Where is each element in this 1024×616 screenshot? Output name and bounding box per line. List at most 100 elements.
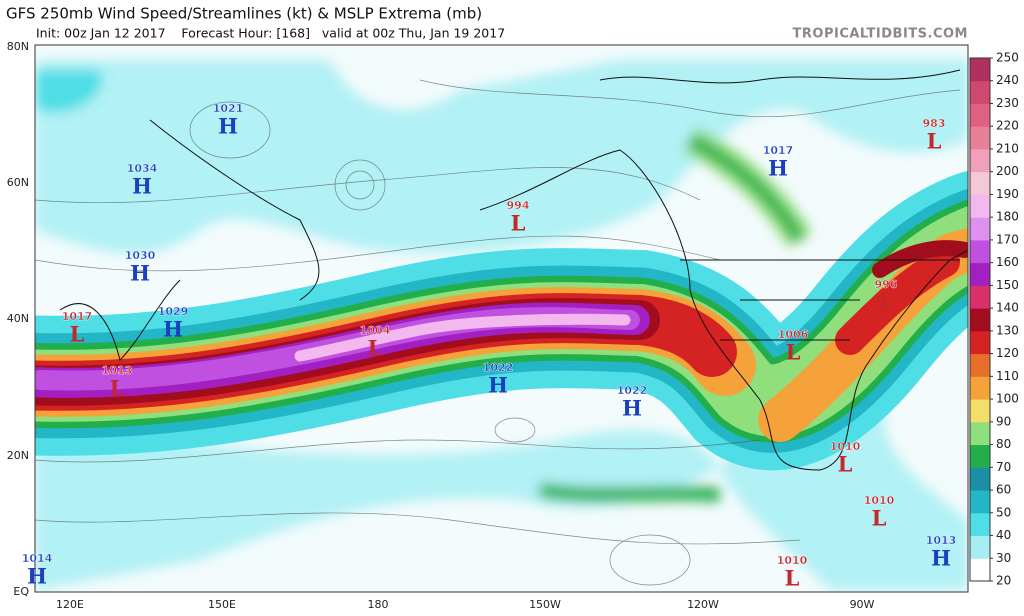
colorbar-label: 40	[996, 528, 1011, 542]
colorbar-segment	[970, 58, 990, 82]
lat-label: 80N	[7, 40, 29, 53]
colorbar-segment	[970, 512, 990, 537]
wind-field	[35, 60, 968, 590]
pressure-value: 1006	[778, 328, 809, 341]
pressure-type: H	[488, 373, 508, 398]
colorbar-segment	[970, 558, 990, 582]
lon-label: 120E	[56, 598, 84, 611]
pressure-value: 1029	[158, 305, 189, 318]
pressure-type: L	[838, 452, 853, 477]
colorbar-segment	[970, 376, 990, 400]
colorbar-segment	[970, 239, 990, 264]
lat-label: 40N	[7, 312, 29, 325]
colorbar-segment	[970, 490, 990, 514]
colorbar-segment	[970, 444, 990, 468]
lat-label: EQ	[13, 585, 29, 598]
colorbar-segment	[970, 467, 990, 491]
colorbar-segment	[970, 148, 990, 173]
pressure-value: 1010	[830, 440, 861, 453]
pressure-type: L	[872, 506, 887, 531]
pressure-value: 996	[875, 278, 898, 291]
lon-label: 150E	[208, 598, 236, 611]
pressure-value: 1013	[926, 534, 957, 547]
lat-label: 20N	[7, 449, 29, 462]
pressure-type: L	[927, 129, 942, 154]
colorbar-label: 70	[996, 460, 1011, 474]
colorbar-segment	[970, 103, 990, 127]
lat-label: 60N	[7, 176, 29, 189]
pressure-type: L	[511, 211, 526, 236]
colorbar-segment	[970, 285, 990, 309]
pressure-type: L	[70, 322, 85, 347]
pressure-type: L	[786, 340, 801, 365]
pressure-type: H	[931, 546, 951, 571]
colorbar-label: 240	[996, 73, 1019, 87]
pressure-type: L	[110, 376, 125, 401]
pressure-type: L	[785, 566, 800, 591]
lon-label: 120W	[687, 598, 719, 611]
pressure-systems: 1021H1034H1030H1017L1029H1013L1004L1022H…	[21, 102, 957, 591]
pressure-type: H	[768, 156, 788, 181]
colorbar-segment	[970, 353, 990, 377]
pressure-value: 983	[923, 117, 946, 130]
colorbar-segment	[970, 421, 990, 446]
pressure-type: L	[879, 290, 894, 315]
jet-stream	[35, 171, 968, 471]
pressure-value: 1004	[360, 324, 391, 337]
pressure-value: 1013	[102, 364, 133, 377]
lon-label: 180	[368, 598, 389, 611]
pressure-value: 1021	[213, 102, 244, 115]
colorbar-segment	[970, 217, 990, 241]
pressure-type: H	[622, 396, 642, 421]
colorbar-label: 210	[996, 141, 1019, 155]
pressure-value: 1010	[777, 554, 808, 567]
colorbar: 20 30 40 50 60 70 80 90 100 110 120 130 140 150 160 170…	[969, 51, 1019, 588]
lon-label: 90W	[850, 598, 875, 611]
colorbar-label: 120	[996, 346, 1019, 360]
pressure-value: 1014	[22, 552, 53, 565]
colorbar-label: 160	[996, 255, 1019, 269]
colorbar-label: 150	[996, 278, 1019, 292]
pressure-type: H	[218, 114, 238, 139]
colorbar-label: 60	[996, 483, 1011, 497]
colorbar-label: 20	[996, 574, 1011, 588]
colorbar-segment	[970, 535, 990, 559]
pressure-type: H	[132, 174, 152, 199]
pressure-value: 1022	[483, 361, 514, 374]
colorbar-label: 80	[996, 437, 1011, 451]
colorbar-label: 140	[996, 301, 1019, 315]
colorbar-label: 110	[996, 369, 1019, 383]
colorbar-label: 170	[996, 232, 1019, 246]
map-frame	[34, 44, 969, 593]
colorbar-label: 220	[996, 119, 1019, 133]
pressure-type: L	[368, 336, 383, 361]
subtitle: Init: 00z Jan 12 2017 Forecast Hour: [16…	[36, 26, 505, 41]
title: GFS 250mb Wind Speed/Streamlines (kt) & …	[6, 5, 482, 23]
colorbar-segment	[970, 308, 990, 332]
colorbar-segment	[970, 262, 990, 286]
pressure-value: 1022	[617, 384, 648, 397]
colorbar-segment	[970, 171, 990, 195]
colorbar-label: 30	[996, 551, 1011, 565]
pressure-type: H	[27, 564, 47, 589]
colorbar-label: 250	[996, 51, 1019, 65]
pressure-value: 1017	[763, 144, 794, 157]
colorbar-label: 230	[996, 96, 1019, 110]
colorbar-label: 50	[996, 505, 1011, 519]
pressure-value: 1017	[62, 310, 93, 323]
colorbar-segment	[970, 194, 990, 218]
colorbar-label: 190	[996, 187, 1019, 201]
pressure-value: 1034	[127, 162, 158, 175]
colorbar-segment	[970, 80, 990, 104]
pressure-value: 994	[507, 199, 530, 212]
pressure-value: 1010	[864, 494, 895, 507]
credit: TROPICALTIDBITS.COM	[793, 27, 968, 42]
pressure-type: H	[130, 261, 150, 286]
streamlines	[35, 79, 961, 586]
colorbar-segment	[970, 399, 990, 423]
pressure-value: 1030	[125, 249, 156, 262]
colorbar-label: 130	[996, 323, 1019, 337]
axes: 80N 60N 40N 20N EQ 120E 150E 180 150W 120W 90W	[7, 40, 875, 611]
colorbar-label: 100	[996, 392, 1019, 406]
